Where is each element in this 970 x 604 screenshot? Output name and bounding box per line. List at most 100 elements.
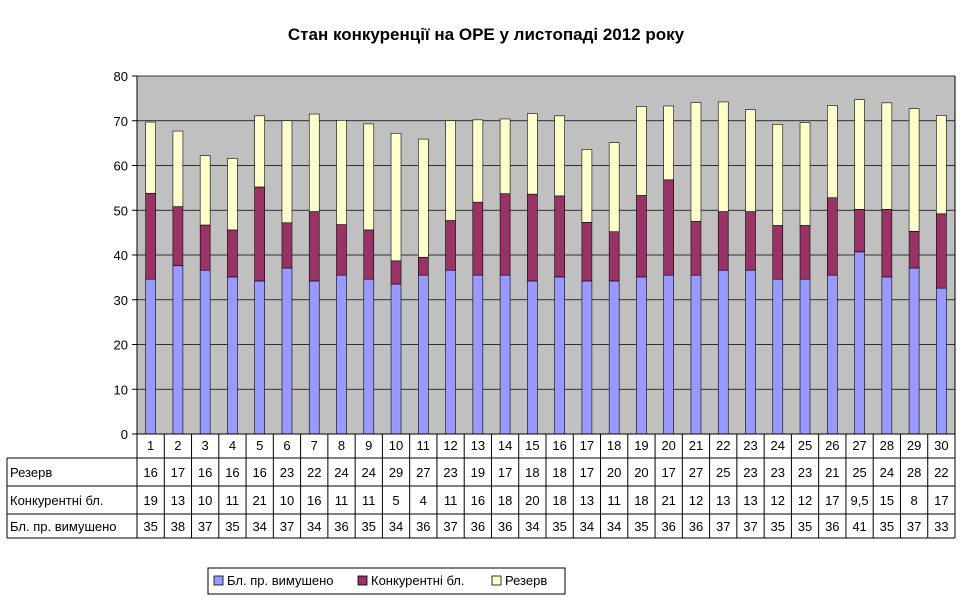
data-label: 34 [307, 519, 321, 534]
data-label: 19 [471, 465, 485, 480]
y-tick-label: 20 [114, 338, 128, 353]
bar [499, 274, 511, 435]
data-label: 16 [225, 465, 239, 480]
bar [826, 105, 838, 199]
bar [445, 269, 456, 435]
bar [663, 105, 675, 181]
bar [717, 101, 729, 212]
bar [390, 132, 402, 262]
data-label: 17 [661, 465, 675, 480]
data-label: 36 [498, 519, 512, 534]
bar [772, 278, 784, 435]
bar [336, 274, 347, 435]
data-label: 18 [552, 493, 566, 508]
bar [554, 115, 565, 197]
x-tick-label: 10 [389, 438, 403, 453]
data-label: 15 [880, 493, 894, 508]
data-label: 36 [334, 519, 348, 534]
data-label: 37 [743, 519, 757, 534]
data-label: 13 [171, 493, 185, 508]
data-label: 35 [552, 519, 566, 534]
x-tick-label: 11 [417, 438, 431, 453]
data-label: 17 [825, 493, 839, 508]
data-label: 23 [798, 465, 812, 480]
data-label: 34 [525, 519, 539, 534]
bar [936, 213, 947, 289]
bar [445, 120, 456, 221]
bar [608, 142, 620, 233]
x-tick-label: 28 [880, 438, 894, 453]
bar [417, 274, 429, 435]
bar [145, 278, 156, 435]
data-label: 34 [580, 519, 594, 534]
bar [554, 276, 565, 435]
bar [881, 102, 893, 210]
bar [717, 211, 729, 271]
bar [608, 280, 620, 435]
x-tick-label: 5 [256, 438, 263, 453]
data-label: 11 [362, 493, 376, 508]
data-label: 17 [171, 465, 185, 480]
bar [636, 276, 647, 435]
bar [581, 222, 593, 282]
data-label: 10 [280, 493, 294, 508]
bar [472, 119, 484, 203]
x-tick-label: 6 [283, 438, 290, 453]
bar [636, 106, 647, 196]
bar [799, 225, 811, 280]
bar [254, 115, 265, 188]
legend: Бл. пр. вимушено Конкурентні бл. Резерв [207, 567, 566, 595]
bar [390, 283, 402, 435]
bar [199, 155, 211, 226]
table-row-label: Бл. пр. вимушено [10, 519, 117, 534]
bar [308, 113, 320, 212]
legend-label: Конкурентні бл. [371, 573, 465, 588]
bar [227, 158, 238, 231]
legend-label: Резерв [505, 573, 547, 588]
data-label: 10 [198, 493, 212, 508]
bar [199, 269, 211, 435]
bar [336, 120, 347, 225]
legend-label: Бл. пр. вимушено [227, 573, 334, 588]
data-label: 21 [825, 465, 839, 480]
x-tick-label: 7 [311, 438, 318, 453]
bar [281, 267, 293, 435]
data-label: 36 [825, 519, 839, 534]
bar [363, 229, 375, 280]
data-label: 24 [880, 465, 894, 480]
y-tick-label: 40 [114, 248, 128, 263]
bar [417, 256, 429, 276]
bar [172, 130, 184, 207]
bar [854, 209, 865, 253]
x-tick-label: 16 [552, 438, 566, 453]
data-label: 20 [634, 465, 648, 480]
bar [554, 195, 565, 278]
data-label: 16 [143, 465, 157, 480]
data-label: 27 [416, 465, 430, 480]
bar [254, 186, 265, 282]
x-tick-label: 17 [580, 438, 594, 453]
bar [663, 179, 675, 276]
x-tick-label: 14 [498, 438, 512, 453]
y-tick-label: 30 [114, 293, 128, 308]
bar [745, 109, 756, 212]
bar [799, 278, 811, 435]
data-label: 9,5 [851, 493, 869, 508]
bar [826, 197, 838, 276]
x-tick-label: 24 [771, 438, 785, 453]
data-label: 21 [252, 493, 266, 508]
data-label: 23 [280, 465, 294, 480]
y-tick-label: 0 [121, 427, 128, 442]
data-label: 35 [771, 519, 785, 534]
data-label: 5 [392, 493, 399, 508]
data-label: 33 [934, 519, 948, 534]
bar [172, 206, 184, 267]
bar [717, 269, 729, 435]
x-tick-label: 4 [229, 438, 236, 453]
chart-title: Стан конкуренції на ОРЕ у листопаді 2012… [288, 25, 685, 44]
bar [527, 280, 538, 435]
x-tick-label: 12 [443, 438, 457, 453]
data-label: 35 [798, 519, 812, 534]
data-label: 27 [689, 465, 703, 480]
data-label: 37 [907, 519, 921, 534]
